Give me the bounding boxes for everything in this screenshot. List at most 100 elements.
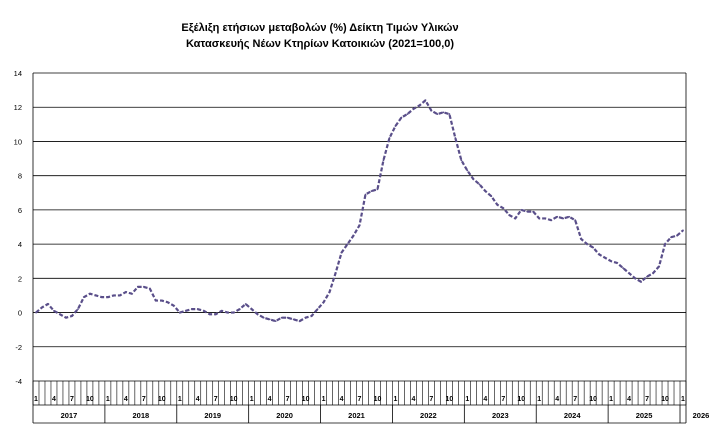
data-point [77,308,79,311]
x-year-label: 2024 [564,411,582,420]
data-point [274,320,277,323]
data-point [184,309,187,312]
data-point [220,309,223,312]
data-point [478,183,481,186]
gridlines [33,72,686,382]
data-point [418,104,421,107]
x-year-label: 2025 [636,411,653,420]
x-month-label: 1 [34,396,38,403]
x-month-label: 4 [555,396,559,403]
x-month-label: 10 [661,396,669,403]
data-point [610,260,613,263]
data-point [676,234,678,237]
data-point [328,291,331,293]
data-point [454,137,457,139]
y-tick-label: 12 [14,103,22,112]
data-point [430,109,433,112]
data-point [442,111,445,114]
data-point [364,193,367,196]
x-month-label: 7 [429,396,433,403]
data-point [436,113,439,115]
data-point [166,301,169,304]
data-point [106,296,109,299]
x-month-label: 1 [609,396,613,403]
x-month-label: 1 [322,396,326,403]
x-month-label: 7 [70,396,74,403]
y-tick-label: 8 [18,172,22,181]
data-point [334,272,337,275]
data-point [562,217,565,220]
y-tick-label: 0 [18,309,22,318]
chart-title: Εξέλιξη ετήσιων μεταβολών (%) Δείκτη Τιμ… [0,20,640,52]
data-point [682,229,684,232]
data-point [244,303,247,305]
x-month-label: 4 [483,396,487,403]
data-point [172,304,175,307]
data-point [640,280,642,283]
data-point [178,311,181,314]
data-point [658,265,660,268]
data-point [322,301,325,304]
x-year-label: 2017 [61,411,78,420]
x-month-label: 10 [158,396,166,403]
data-point [574,219,577,222]
y-tick-label: -2 [15,343,22,352]
data-point [202,309,205,312]
x-year-label: 2026 [693,411,710,420]
data-point [424,99,427,102]
data-point [250,308,253,311]
data-point [592,246,595,249]
data-point [544,217,547,220]
x-year-label: 2021 [348,411,365,420]
data-point [286,316,289,319]
data-point [628,272,630,275]
data-point [238,308,241,311]
data-point [148,287,151,290]
data-point [59,313,61,316]
data-point [382,159,385,162]
data-point [47,303,49,305]
data-point [466,169,469,172]
data-point [280,316,283,319]
data-point [142,285,145,288]
data-point [196,308,199,311]
x-month-label: 4 [196,396,200,403]
x-month-label: 4 [268,396,272,403]
x-year-label: 2023 [492,411,509,420]
data-point [400,116,403,119]
data-point [472,178,475,180]
data-point [496,203,499,206]
data-point [394,125,397,127]
x-month-label: 1 [465,396,469,403]
x-month-label: 7 [142,396,146,403]
data-point [514,217,517,220]
data-point [622,267,624,269]
x-month-label: 1 [178,396,182,403]
data-point [292,318,295,321]
data-point [586,243,589,246]
data-point [370,190,373,192]
data-point [232,311,235,314]
x-month-label: 7 [286,396,290,403]
data-point [316,308,319,311]
data-point [268,318,271,321]
x-month-label: 4 [627,396,631,403]
x-month-label: 10 [230,396,238,403]
data-point [646,275,648,278]
data-point [460,159,463,162]
data-point [664,243,666,246]
data-point [41,306,43,309]
data-point [35,311,37,314]
x-month-label: 7 [501,396,505,403]
x-month-label: 7 [645,396,649,403]
data-point [352,234,355,237]
data-point [95,294,97,297]
data-point [53,309,55,312]
x-month-label: 1 [250,396,254,403]
data-point [71,315,73,317]
data-point [100,296,103,299]
data-point [346,243,349,246]
chart-title-line-2: Κατασκευής Νέων Κτηρίων Κατοικιών (2021=… [185,38,455,50]
data-point [634,277,636,280]
data-point [388,137,391,139]
